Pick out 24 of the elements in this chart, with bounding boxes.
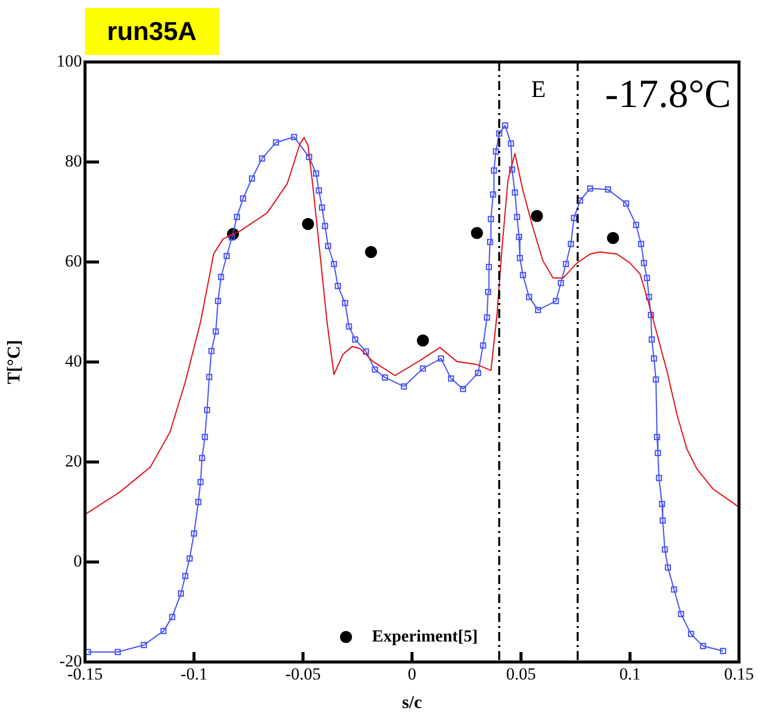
x-tick-label: 0.1: [619, 664, 641, 684]
annotation: -17.8°C: [605, 71, 731, 116]
point: [365, 246, 378, 258]
annotation: E: [531, 77, 546, 103]
y-tick-label: 0: [74, 551, 82, 570]
y-tick-label: 100: [56, 51, 82, 70]
x-axis-title: s/c: [402, 692, 422, 712]
x-tick-label: -0.05: [285, 664, 321, 684]
point: [302, 218, 314, 230]
point: [416, 334, 429, 346]
x-tick-label: 0: [408, 664, 416, 684]
y-tick-label: 40: [65, 351, 82, 370]
y-tick-label: 80: [65, 151, 82, 170]
point: [530, 210, 543, 222]
y-axis-title: T[°C]: [3, 340, 24, 384]
x-tick-label: 0.15: [724, 664, 754, 684]
chart-title: run35A: [85, 8, 219, 55]
legend-label: Experiment[5]: [372, 626, 478, 646]
x-tick-label: 0.05: [506, 664, 536, 684]
y-tick-label: 20: [65, 451, 82, 470]
y-tick-label: 60: [65, 251, 82, 270]
point: [606, 232, 619, 244]
x-tick-label: -0.1: [180, 664, 208, 684]
point: [470, 227, 483, 239]
